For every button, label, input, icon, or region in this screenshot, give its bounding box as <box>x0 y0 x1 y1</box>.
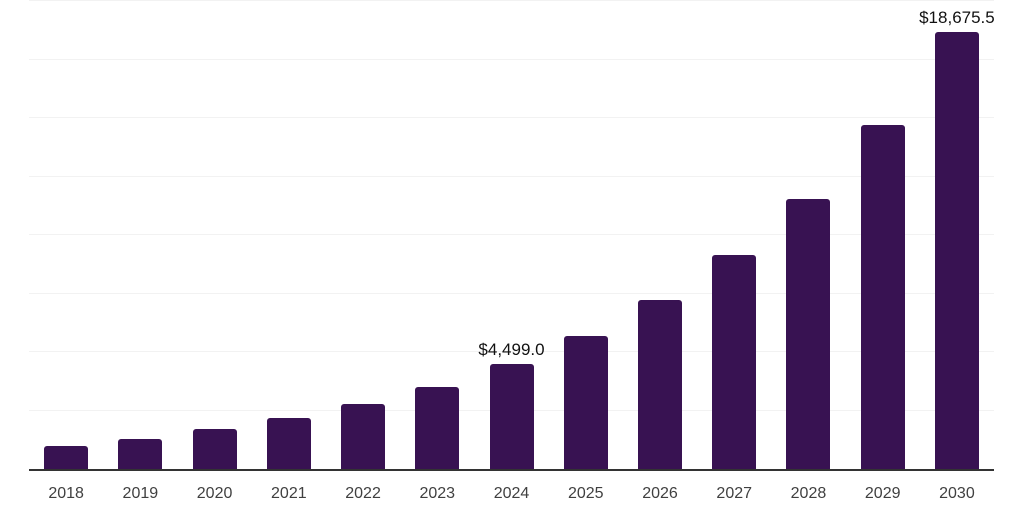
x-axis-label: 2025 <box>567 485 604 502</box>
bar-value-label: $18,675.5 <box>919 8 995 27</box>
bars-layer: $4,499.0 $18,675.5 <box>29 1 995 469</box>
bar-2021 <box>266 418 311 469</box>
bar-2026 <box>637 300 682 469</box>
bar-slot <box>549 1 623 469</box>
x-axis-labels: 2018 2019 2020 2021 2022 2023 2024 2025 2026 2027… <box>29 485 994 503</box>
x-axis-label: 2024 <box>493 485 530 502</box>
x-axis-label: 2028 <box>790 485 827 502</box>
bar-value-label: $4,499.0 <box>478 339 545 359</box>
x-axis-label: 2030 <box>939 485 975 502</box>
gridline <box>29 351 994 352</box>
x-axis-label: 2029 <box>864 485 901 502</box>
bar-slot <box>623 1 697 469</box>
bar-slot: $4,499.0 <box>474 1 548 469</box>
plot-area: $4,499.0 $18,675.5 <box>29 0 995 471</box>
x-axis-label: 2019 <box>122 485 159 502</box>
bar-2025 <box>563 335 608 469</box>
bar-slot <box>326 1 400 469</box>
bar-2027 <box>712 255 757 469</box>
bar-2030: $18,675.5 <box>919 8 995 469</box>
bar-2020 <box>192 429 237 469</box>
bar-slot <box>697 1 771 469</box>
x-axis-label: 2021 <box>271 485 307 502</box>
x-axis-label: 2027 <box>716 485 753 502</box>
bar-2029 <box>860 125 905 469</box>
bar-slot <box>177 1 251 469</box>
x-axis-label: 2023 <box>419 485 456 502</box>
bar-2023 <box>415 386 460 469</box>
gridline <box>29 175 994 177</box>
bar-slot <box>846 1 920 469</box>
bar-slot <box>252 1 326 469</box>
gridline <box>29 234 994 235</box>
bar-2028 <box>786 198 831 469</box>
gridline <box>29 0 994 1</box>
bar-2022 <box>341 403 386 469</box>
x-axis-label: 2022 <box>345 485 381 502</box>
bar-slot <box>103 1 177 469</box>
gridline <box>29 292 994 294</box>
gridline <box>29 58 994 60</box>
bar-2018 <box>44 446 89 469</box>
x-axis-label: 2020 <box>196 485 233 502</box>
bar-slot <box>29 1 103 469</box>
x-axis-label: 2026 <box>642 485 678 502</box>
bar-slot <box>771 1 845 469</box>
x-axis-label: 2018 <box>48 485 84 502</box>
bar-slot: $18,675.5 <box>919 1 995 469</box>
bar-2024: $4,499.0 <box>478 340 545 469</box>
bar-2019 <box>118 438 163 469</box>
gridline <box>29 117 994 118</box>
bar-slot <box>400 1 474 469</box>
